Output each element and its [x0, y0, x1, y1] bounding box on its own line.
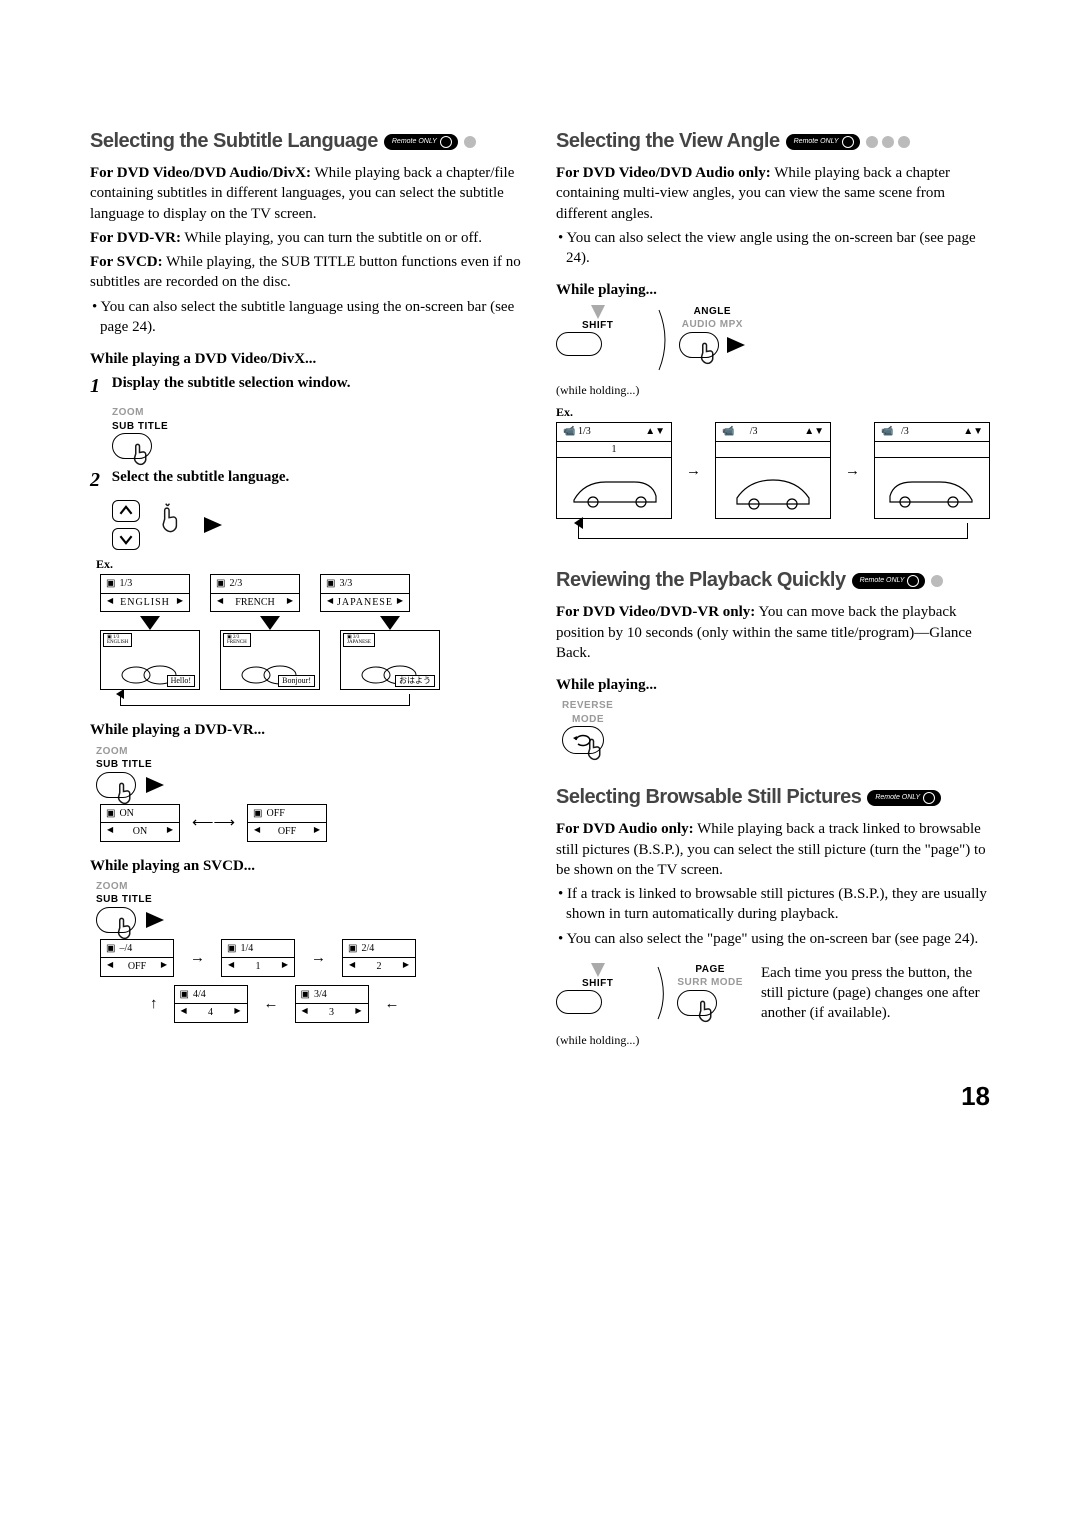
remote-only-badge: Remote ONLY	[786, 134, 860, 150]
mode-label: MODE	[572, 713, 990, 727]
para-view-angle-bar: • You can also select the view angle usi…	[556, 228, 990, 269]
heading-reviewing: Reviewing the Playback Quickly	[556, 567, 846, 594]
while-playing-1: While playing...	[556, 280, 990, 300]
surr-mode-label: SURR MODE	[677, 976, 743, 990]
while-playing-2: While playing...	[556, 675, 990, 695]
para-dvd-vr: For DVD-VR: While playing, you can turn …	[90, 228, 524, 248]
lang-box-1: ▣1/3 ◀ENGLISH▶	[100, 574, 190, 612]
down-button-icon	[112, 528, 140, 550]
para-onscreen-bar: • You can also select the subtitle langu…	[90, 297, 524, 338]
left-column: Selecting the Subtitle Language Remote O…	[90, 128, 524, 1049]
para-glanceback: For DVD Video/DVD-VR only: You can move …	[556, 602, 990, 663]
angle-box-2: 📹 2/3/3▲▼ 2	[715, 422, 831, 519]
remote-only-badge: Remote ONLY	[852, 573, 926, 589]
language-boxes-row: ▣1/3 ◀ENGLISH▶ ▣2/3 ◀FRENCH▶ ▣3/3 ◀JAPAN…	[100, 574, 524, 612]
svcd-button: ZOOM SUB TITLE	[96, 880, 524, 933]
shift-label: SHIFT	[556, 319, 639, 333]
lang-box-3: ▣3/3 ◀JAPANESE▶	[320, 574, 410, 612]
heading-view-angle: Selecting the View Angle	[556, 128, 780, 155]
loop-arrow	[120, 694, 410, 706]
svcd-flow: ▣–/4◀OFF▶ → ▣1/4◀1▶ → ▣2/4◀2▶ ↑ ▣4/4◀4▶ …	[100, 939, 524, 1023]
while-playing-dvd: While playing a DVD Video/DivX...	[90, 349, 524, 369]
para-bsp-main: For DVD Audio only: While playing back a…	[556, 819, 990, 880]
page-label: PAGE	[677, 963, 743, 977]
remote-only-badge: Remote ONLY	[384, 134, 458, 150]
angle-box-1: 📹 1/3▲▼ 1	[556, 422, 672, 519]
para-each-press: Each time you press the button, the stil…	[761, 963, 990, 1024]
up-button-icon	[112, 500, 140, 522]
scene-french: ▣ 2/3FRENCH Bonjour!	[220, 630, 320, 690]
example-label-right: Ex.	[556, 404, 990, 420]
zoom-label: ZOOM	[112, 406, 524, 420]
angle-label: ANGLE	[679, 305, 745, 319]
updown-buttons	[112, 500, 524, 550]
shift-angle-diagram: SHIFT (while holding...) ANGLE AUDIO MPX	[556, 305, 990, 399]
para-dvd-video: For DVD Video/DVD Audio/DivX: While play…	[90, 163, 524, 224]
section-view-angle: Selecting the View Angle Remote ONLY	[556, 128, 990, 155]
reverse-label: REVERSE	[562, 699, 990, 713]
section-bsp: Selecting Browsable Still Pictures Remot…	[556, 784, 990, 811]
while-holding: (while holding...)	[556, 382, 639, 398]
para-svcd: For SVCD: While playing, the SUB TITLE b…	[90, 252, 524, 293]
dvdvr-button: ZOOM SUB TITLE	[96, 745, 524, 798]
scene-english: ▣ 1/3ENGLISH Hello!	[100, 630, 200, 690]
while-playing-dvdvr: While playing a DVD-VR...	[90, 720, 524, 740]
disc-icons	[464, 136, 476, 148]
example-label: Ex.	[96, 556, 524, 572]
heading-subtitle-language: Selecting the Subtitle Language	[90, 128, 378, 155]
page-diagram: SHIFT (while holding...) PAGE SURR MODE …	[556, 963, 990, 1049]
subtitle-label: SUB TITLE	[112, 420, 524, 434]
subtitle-button-icon	[112, 433, 152, 459]
para-bsp-auto: • If a track is linked to browsable stil…	[556, 884, 990, 925]
lang-box-2: ▣2/3 ◀FRENCH▶	[210, 574, 300, 612]
shift-button-icon	[556, 332, 602, 356]
step-2: 2 Select the subtitle language.	[90, 467, 524, 494]
audio-mpx-label: AUDIO MPX	[679, 318, 745, 332]
section-reviewing: Reviewing the Playback Quickly Remote ON…	[556, 567, 990, 594]
angle-box-3: 📹 3/3▲▼ 3	[874, 422, 990, 519]
scene-japanese: ▣ 3/3JAPANESE おはよう	[340, 630, 440, 690]
arrow-right-icon	[204, 517, 222, 533]
zoom-subtitle-button-diagram: ZOOM SUB TITLE	[112, 406, 524, 459]
para-view-angle: For DVD Video/DVD Audio only: While play…	[556, 163, 990, 224]
while-playing-svcd: While playing an SVCD...	[90, 856, 524, 876]
section-subtitle-language: Selecting the Subtitle Language Remote O…	[90, 128, 524, 155]
right-column: Selecting the View Angle Remote ONLY For…	[556, 128, 990, 1049]
angle-loop-arrow	[578, 523, 968, 539]
tv-scene-row: ▣ 1/3ENGLISH Hello! ▣ 2/3FRENCH Bonjour!…	[100, 616, 524, 690]
step-1: 1 Display the subtitle selection window.	[90, 373, 524, 400]
reverse-mode-diagram: REVERSE MODE	[562, 699, 990, 754]
dvdvr-boxes: ▣ON ◀ON▶ ⟵⟶ ▣OFF ◀OFF▶	[100, 804, 524, 842]
angle-boxes: 📹 1/3▲▼ 1 → 📹 2/3/3▲▼ 2 → 📹 3/3▲▼ 3	[556, 422, 990, 519]
heading-bsp: Selecting Browsable Still Pictures	[556, 784, 861, 811]
remote-only-badge: Remote ONLY	[867, 790, 941, 806]
page-number: 18	[90, 1079, 990, 1114]
para-bsp-bar: • You can also select the "page" using t…	[556, 929, 990, 949]
